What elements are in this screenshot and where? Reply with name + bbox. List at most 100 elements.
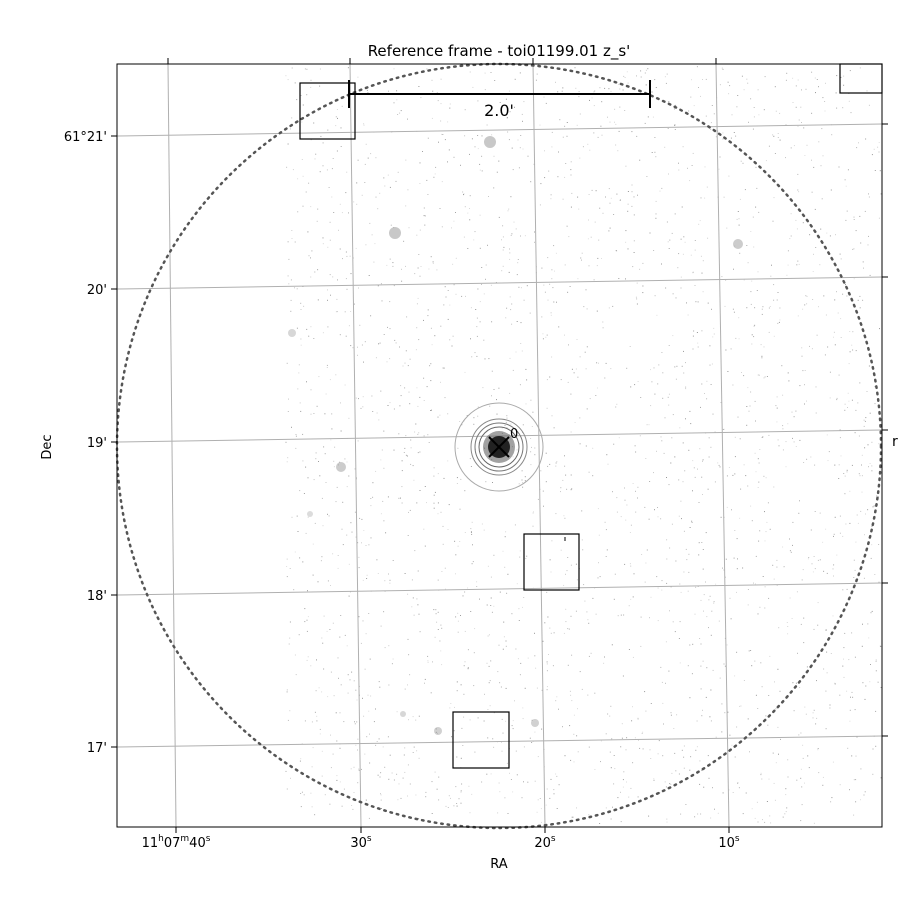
noise-speck <box>541 267 543 269</box>
noise-speck <box>517 259 519 260</box>
noise-speck <box>747 718 749 720</box>
noise-speck <box>560 491 561 493</box>
noise-speck <box>817 624 819 626</box>
noise-speck <box>619 88 621 90</box>
noise-speck <box>636 303 638 305</box>
noise-speck <box>822 155 824 157</box>
noise-speck <box>545 102 547 104</box>
noise-speck <box>616 511 618 513</box>
noise-speck <box>732 308 734 310</box>
noise-speck <box>626 781 627 783</box>
noise-speck <box>348 212 349 214</box>
noise-speck <box>407 118 408 120</box>
noise-speck <box>786 622 788 623</box>
noise-speck <box>759 530 761 532</box>
noise-speck <box>375 357 377 359</box>
x-tick-hours-unit: h <box>158 834 164 844</box>
noise-speck <box>734 436 736 438</box>
noise-speck <box>587 694 589 696</box>
noise-speck <box>859 215 861 217</box>
noise-speck <box>339 334 341 336</box>
noise-speck <box>703 594 705 596</box>
noise-speck <box>764 511 765 513</box>
noise-speck <box>757 458 759 460</box>
noise-speck <box>838 374 840 376</box>
noise-speck <box>447 413 449 415</box>
noise-speck <box>518 620 520 621</box>
noise-speck <box>692 490 693 492</box>
noise-speck <box>405 159 407 161</box>
noise-speck <box>547 465 549 467</box>
noise-speck <box>714 808 715 810</box>
noise-speck <box>457 631 459 633</box>
noise-speck <box>674 124 676 126</box>
noise-speck <box>543 284 545 286</box>
noise-speck <box>436 92 438 94</box>
noise-speck <box>674 129 676 130</box>
noise-speck <box>629 346 631 347</box>
noise-speck <box>557 176 559 178</box>
noise-speck <box>724 665 726 667</box>
noise-speck <box>756 290 758 291</box>
noise-speck <box>307 590 308 592</box>
noise-speck <box>707 302 709 304</box>
noise-speck <box>640 397 642 398</box>
noise-speck <box>427 655 429 657</box>
noise-speck <box>595 395 597 396</box>
noise-speck <box>739 252 741 254</box>
noise-speck <box>299 402 301 404</box>
noise-speck <box>491 395 492 397</box>
noise-speck <box>785 157 786 159</box>
noise-speck <box>456 805 458 807</box>
noise-speck <box>667 241 669 243</box>
noise-speck <box>668 393 670 395</box>
noise-speck <box>551 269 553 271</box>
noise-speck <box>550 632 552 634</box>
noise-speck <box>357 749 358 751</box>
noise-speck <box>542 338 544 340</box>
noise-speck <box>351 805 353 806</box>
noise-speck <box>818 306 819 308</box>
noise-speck <box>633 252 635 253</box>
noise-speck <box>409 783 411 785</box>
noise-speck <box>683 350 684 352</box>
noise-speck <box>368 275 370 276</box>
noise-speck <box>759 449 761 450</box>
noise-speck <box>706 398 708 400</box>
noise-speck <box>488 358 490 360</box>
noise-speck <box>436 621 438 623</box>
noise-speck <box>708 627 709 629</box>
noise-speck <box>511 613 513 615</box>
noise-speck <box>814 77 816 79</box>
noise-speck <box>310 206 312 208</box>
noise-speck <box>286 558 288 560</box>
noise-speck <box>712 336 714 338</box>
noise-speck <box>682 481 684 483</box>
noise-speck <box>321 691 323 693</box>
noise-speck <box>624 499 626 501</box>
noise-speck <box>829 235 831 237</box>
noise-speck <box>771 264 772 266</box>
noise-speck <box>285 75 287 77</box>
noise-speck <box>656 450 657 452</box>
noise-speck <box>723 569 725 571</box>
noise-speck <box>694 476 696 478</box>
noise-speck <box>684 470 686 472</box>
noise-speck <box>493 155 495 157</box>
noise-speck <box>409 358 411 360</box>
noise-speck <box>357 782 359 784</box>
noise-speck <box>773 197 775 199</box>
noise-speck <box>289 621 291 623</box>
noise-speck <box>546 689 548 691</box>
noise-speck <box>708 437 710 439</box>
noise-speck <box>775 405 777 407</box>
noise-speck <box>384 185 386 187</box>
noise-speck <box>588 655 590 657</box>
noise-speck <box>474 628 476 630</box>
noise-speck <box>789 550 791 552</box>
noise-speck <box>521 350 523 352</box>
noise-speck <box>620 614 622 616</box>
noise-speck <box>370 498 372 499</box>
noise-speck <box>376 559 378 561</box>
noise-speck <box>678 479 680 481</box>
